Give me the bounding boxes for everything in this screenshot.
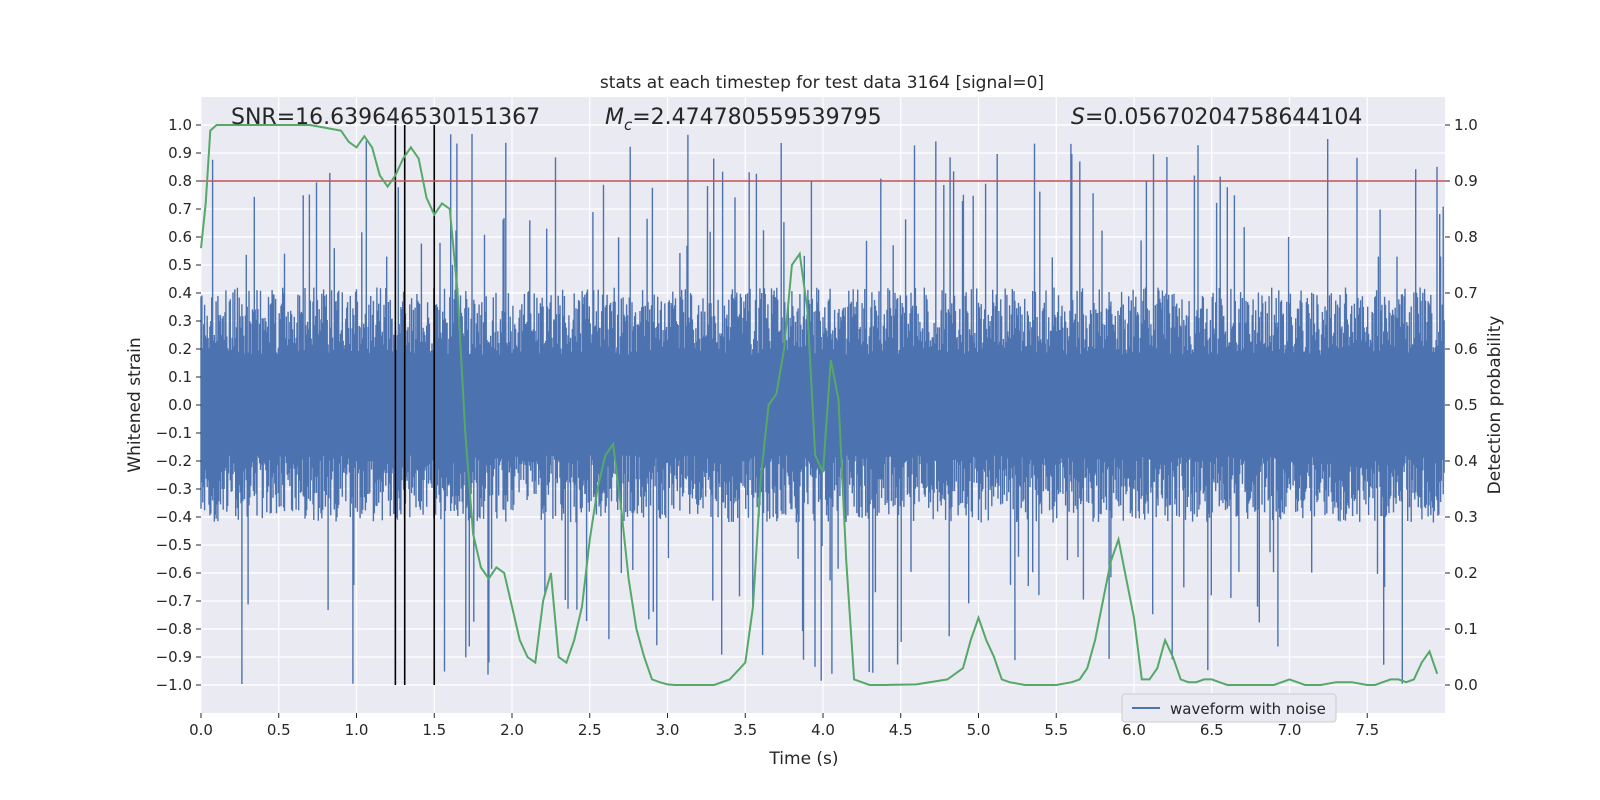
x-tick-label: 4.0 xyxy=(811,721,835,739)
x-tick-label: 0.5 xyxy=(267,721,291,739)
y-left-tick-label: 1.0 xyxy=(168,116,192,134)
s-symbol: S xyxy=(1071,105,1085,130)
x-tick-label: 3.0 xyxy=(656,721,680,739)
x-tick-label: 2.5 xyxy=(578,721,602,739)
y-right-tick-label: 0.3 xyxy=(1454,508,1478,526)
y-left-tick-label: 0.1 xyxy=(168,368,192,386)
y-left-tick-label: −1.0 xyxy=(156,676,192,694)
legend: waveform with noise xyxy=(1121,693,1337,723)
y-left-tick-label: −0.4 xyxy=(156,508,192,526)
y-left-tick-label: 0.6 xyxy=(168,228,192,246)
y-left-tick-label: 0.8 xyxy=(168,172,192,190)
legend-box xyxy=(1121,693,1337,723)
y-left-tick-label: 0.7 xyxy=(168,200,192,218)
y-right-tick-label: 0.4 xyxy=(1454,452,1478,470)
y-left-tick-label: 0.4 xyxy=(168,284,192,302)
x-tick-label: 7.0 xyxy=(1278,721,1302,739)
y-left-ticks: 1.0 0.9 0.8 0.7 0.6 0.5 0.4 0.3 0.2 0.1 0.0 −0.1 −0.… xyxy=(156,116,201,694)
y-right-tick-label: 0.2 xyxy=(1454,564,1478,582)
y-left-tick-label: −0.2 xyxy=(156,452,192,470)
y-left-tick-label: 0.3 xyxy=(168,312,192,330)
legend-label: waveform with noise xyxy=(1170,700,1326,718)
y-left-axis-label: Whitened strain xyxy=(125,337,145,472)
y-right-tick-label: 0.1 xyxy=(1454,620,1478,638)
mc-symbol: M xyxy=(605,105,624,130)
y-right-axis-label: Detection probability xyxy=(1485,316,1505,495)
series-waveform-with-noise xyxy=(200,134,1445,684)
y-left-tick-label: −0.9 xyxy=(156,648,192,666)
y-left-tick-label: 0.0 xyxy=(168,396,192,414)
y-left-tick-label: 0.2 xyxy=(168,340,192,358)
y-left-tick-label: −0.1 xyxy=(156,424,192,442)
x-axis-label: Time (s) xyxy=(768,749,838,769)
x-tick-label: 7.5 xyxy=(1355,721,1379,739)
y-left-tick-label: −0.7 xyxy=(156,592,192,610)
x-ticks: 0.0 0.5 1.0 1.5 2.0 2.5 3.0 3.5 4.0 4.5 5.0 5.5 6.0 6… xyxy=(189,713,1379,739)
y-right-tick-label: 0.7 xyxy=(1454,284,1478,302)
x-tick-label: 4.5 xyxy=(889,721,913,739)
x-tick-label: 5.5 xyxy=(1044,721,1068,739)
y-right-tick-label: 1.0 xyxy=(1454,116,1478,134)
s-annotation: S=0.05670204758644104 xyxy=(1071,105,1362,130)
x-tick-label: 2.0 xyxy=(500,721,524,739)
y-right-tick-label: 0.5 xyxy=(1454,396,1478,414)
y-left-tick-label: 0.9 xyxy=(168,144,192,162)
mc-value: =2.474780559539795 xyxy=(632,105,881,130)
x-tick-label: 0.0 xyxy=(189,721,213,739)
y-left-tick-label: −0.6 xyxy=(156,564,192,582)
y-right-tick-label: 0.8 xyxy=(1454,228,1478,246)
y-left-tick-label: −0.3 xyxy=(156,480,192,498)
vertical-markers xyxy=(394,125,436,685)
series-detection-probability xyxy=(200,124,1439,686)
y-right-tick-label: 0.9 xyxy=(1454,172,1478,190)
x-tick-label: 6.0 xyxy=(1122,721,1146,739)
y-right-ticks: 1.0 0.9 0.8 0.7 0.6 0.5 0.4 0.3 0.2 0.1 0.0 xyxy=(1445,116,1478,694)
y-left-tick-label: −0.8 xyxy=(156,620,192,638)
x-tick-label: 5.0 xyxy=(967,721,991,739)
mc-annotation: Mc=2.474780559539795 xyxy=(605,105,882,134)
x-tick-label: 1.0 xyxy=(345,721,369,739)
y-right-tick-label: 0.0 xyxy=(1454,676,1478,694)
noise-path xyxy=(200,134,1445,684)
y-left-tick-label: −0.5 xyxy=(156,536,192,554)
y-left-tick-label: 0.5 xyxy=(168,256,192,274)
snr-annotation: SNR=16.639646530151367 xyxy=(231,105,540,130)
chart-title: stats at each timestep for test data 316… xyxy=(600,73,1044,93)
s-value: =0.05670204758644104 xyxy=(1085,105,1362,130)
x-tick-label: 6.5 xyxy=(1200,721,1224,739)
x-tick-label: 1.5 xyxy=(422,721,446,739)
x-tick-label: 3.5 xyxy=(733,721,757,739)
mc-subscript: c xyxy=(624,116,633,134)
y-right-tick-label: 0.6 xyxy=(1454,340,1478,358)
